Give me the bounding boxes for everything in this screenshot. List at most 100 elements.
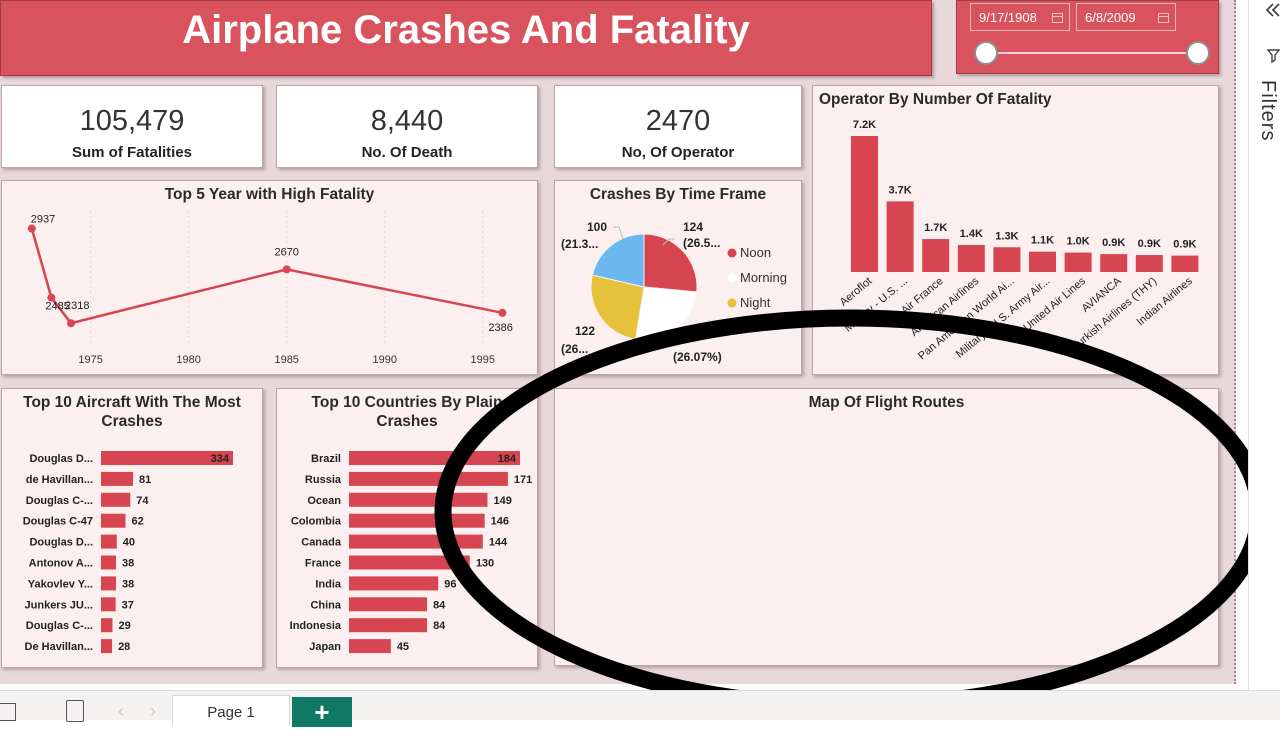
add-page-button[interactable]: +	[292, 697, 352, 727]
kpi-value: 2470	[645, 105, 711, 137]
flight-routes-map[interactable]: Map Of Flight Routes	[554, 388, 1219, 666]
bar	[101, 534, 117, 549]
bar	[349, 492, 488, 507]
bar	[922, 239, 950, 272]
mobile-view-icon[interactable]	[66, 700, 84, 722]
legend-marker	[727, 273, 737, 283]
legend-marker	[727, 248, 737, 258]
category-label: de Havillan...	[26, 474, 93, 486]
bar	[886, 201, 914, 272]
page-view-icon[interactable]	[0, 703, 16, 721]
filters-pane[interactable]	[1248, 0, 1280, 690]
bar	[1100, 254, 1128, 272]
report-header: Airplane Crashes And Fatality	[0, 0, 932, 76]
date-range-slicer[interactable]: 9/17/1908 6/8/2009	[956, 0, 1219, 74]
category-label: Japan	[309, 641, 341, 653]
bar	[101, 555, 117, 570]
aircraft-bar-svg: Douglas D... 334 de Havillan... 81 Douglas C…	[23, 451, 233, 654]
time-frame-chart[interactable]: Crashes By Time Frame 124 (26.5... 122 (26.…	[554, 180, 802, 375]
calendar-icon[interactable]	[1052, 13, 1063, 23]
legend-label: Morning	[740, 270, 787, 285]
bar-value-label: 149	[493, 495, 511, 507]
canvas-border	[1230, 0, 1236, 684]
data-label: 2670	[274, 246, 298, 258]
bar	[101, 471, 134, 486]
category-label: De Havillan...	[25, 641, 93, 653]
data-label: 2318	[65, 300, 89, 312]
date-slider-track[interactable]	[985, 52, 1198, 54]
bar-value-label: 62	[132, 516, 144, 528]
kpi-value: 105,479	[79, 105, 185, 137]
filters-label[interactable]: Filters	[1257, 80, 1279, 142]
filters-pane-icons	[1265, 3, 1280, 64]
chart-title: Map Of Flight Routes	[808, 394, 965, 411]
category-label: Canada	[301, 537, 342, 549]
kpi-card-operators[interactable]: 2470 No, Of Operator	[554, 85, 802, 168]
bar-value-label: 84	[433, 599, 446, 611]
chart-title: Top 5 Year with High Fatality	[164, 186, 375, 203]
bar	[349, 576, 439, 591]
bar	[349, 639, 391, 654]
bar	[1029, 251, 1056, 272]
data-point	[498, 308, 507, 317]
bar-value-label: 1.7K	[924, 222, 947, 234]
prev-page-icon[interactable]: ‹	[118, 701, 124, 721]
bar	[1171, 255, 1199, 272]
data-label: 2386	[488, 322, 512, 334]
category-label: Douglas C-47	[23, 516, 93, 528]
bar-value-label: 96	[444, 578, 456, 590]
end-date-input[interactable]: 6/8/2009	[1076, 3, 1176, 31]
chart-title: Operator By Number Of Fatality	[819, 91, 1052, 108]
start-date-value: 9/17/1908	[979, 10, 1037, 25]
kpi-card-fatalities[interactable]: 105,479 Sum of Fatalities	[1, 85, 263, 168]
collapse-chevrons-icon[interactable]	[1265, 3, 1280, 17]
bar-value-label: 0.9K	[1102, 237, 1125, 249]
x-tick-label: 1980	[176, 354, 200, 366]
chart-title: Top 10 Aircraft With The Most Crashes	[23, 394, 241, 430]
top10-aircraft-chart[interactable]: Top 10 Aircraft With The Most Crashes Do…	[1, 388, 263, 668]
bar	[101, 639, 113, 654]
bar	[101, 451, 233, 465]
slice-pct-label: (26.07%)	[673, 350, 722, 364]
top10-countries-chart[interactable]: Top 10 Countries By Plain Crashes Brazil…	[276, 388, 538, 668]
bar	[851, 136, 878, 272]
bar-value-label: 38	[122, 578, 134, 590]
category-label: India	[315, 578, 342, 590]
bar-value-label: 84	[433, 620, 446, 632]
bar-value-label: 29	[118, 620, 130, 632]
calendar-icon[interactable]	[1158, 13, 1169, 23]
category-label: France	[305, 558, 341, 570]
bar	[349, 451, 520, 465]
series-line	[30, 228, 503, 325]
bar	[349, 618, 428, 633]
legend-label: Night	[740, 295, 771, 310]
slice-value-label: 100	[587, 220, 607, 234]
bar-value-label: 1.4K	[960, 228, 983, 240]
page-tab-page-1[interactable]: Page 1	[172, 695, 290, 725]
slider-start-handle[interactable]	[974, 41, 998, 65]
data-point	[282, 265, 291, 274]
top5-year-chart[interactable]: Top 5 Year with High Fatality 1975 1980 19…	[1, 180, 538, 375]
bar	[349, 597, 428, 612]
chart-title: Crashes By Time Frame	[589, 186, 767, 203]
operator-fatality-chart[interactable]: Operator By Number Of Fatality 7.2K Aerof…	[812, 85, 1219, 375]
start-date-input[interactable]: 9/17/1908	[970, 3, 1070, 31]
funnel-icon	[1266, 49, 1280, 64]
category-label: Ocean	[307, 495, 341, 507]
slice-pct-label: (21.3...	[561, 237, 598, 251]
countries-bar-svg: Brazil 184 Russia 171 Ocean 149 Colombia 146 Can…	[290, 451, 532, 654]
kpi-card-deaths[interactable]: 8,440 No. Of Death	[276, 85, 538, 168]
category-label: United Air Lines	[1021, 275, 1088, 334]
x-tick-label: 1985	[274, 354, 298, 366]
slider-end-handle[interactable]	[1186, 41, 1210, 65]
kpi-label: No. Of Death	[361, 144, 453, 161]
next-page-icon[interactable]: ›	[150, 701, 156, 721]
legend-marker	[727, 298, 737, 308]
bar	[1135, 255, 1163, 272]
data-point	[27, 224, 36, 233]
bar	[349, 534, 483, 549]
kpi-label: No, Of Operator	[621, 144, 735, 161]
bar-value-label: 130	[476, 558, 494, 570]
bar-value-label: 0.9K	[1138, 238, 1161, 250]
